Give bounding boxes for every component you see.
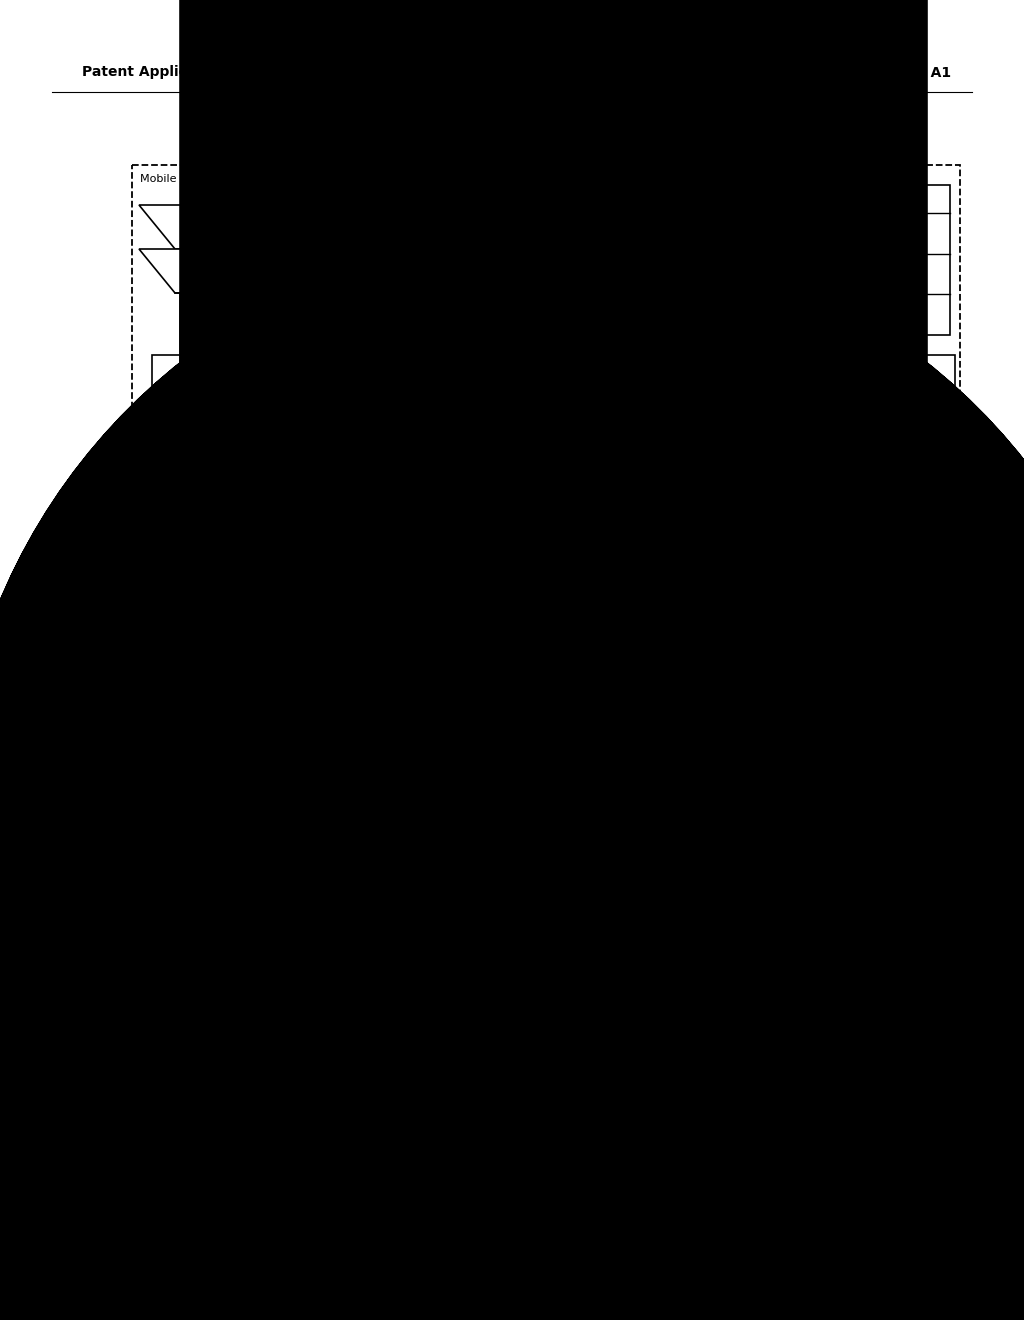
Text: Jun. 11, 2015  Sheet 3 of 8: Jun. 11, 2015 Sheet 3 of 8 [355,65,564,79]
Bar [382,185,950,335]
Text: Phone Number  206b: Phone Number 206b [447,269,566,279]
Text: Determine A Time That The Request To Store The New Entry In The Address Book Was: Determine A Time That The Request To Sto… [313,488,794,510]
Bar [174,585,933,620]
Text: Request  310: Request 310 [225,222,299,232]
Polygon shape [456,539,651,572]
Text: Set The Age Information Of The New Entry In The Address Book To The Time That Th: Set The Age Information Of The New Entry… [314,651,793,672]
Bar [157,701,950,752]
Text: Initiation Message  214: Initiation Message 214 [488,796,618,807]
Text: Patent Application Publication: Patent Application Publication [82,65,319,79]
Polygon shape [384,767,724,814]
Text: Phone Number  312: Phone Number 312 [207,267,317,276]
Text: FIG. 3: FIG. 3 [845,879,895,894]
Polygon shape [139,205,385,249]
Text: Receive A Request To Store A New Entry In The Address Book  302: Receive A Request To Store A New Entry I… [369,436,738,446]
Text: Store The New Entry In The Address Book  305: Store The New Entry In The Address Book … [424,598,683,609]
Text: Age Information  208a: Age Information 208a [728,228,853,239]
Text: Address Book  204: Address Book 204 [614,194,718,205]
Text: Data Communications: Data Communications [492,776,615,785]
Text: Maintain, For Each Entry Stored In The Address Book Of The Mobile Communications: Maintain, For Each Entry Stored In The A… [295,372,812,393]
Text: Time  314: Time 314 [525,550,582,560]
Bar [132,165,961,875]
Text: Phone Number  206c: Phone Number 206c [449,310,565,319]
Bar [174,422,933,459]
Bar [152,355,955,870]
Polygon shape [384,814,724,851]
Text: Device  220: Device 220 [520,880,587,891]
Text: Age Information  208b: Age Information 208b [728,269,853,279]
Text: Phone Number  206a: Phone Number 206a [447,228,566,239]
Text: US 2015/0163356 A1: US 2015/0163356 A1 [788,65,951,79]
Bar [174,473,933,525]
Text: Age Information  216: Age Information 216 [495,828,612,838]
Polygon shape [139,249,385,293]
Bar [419,865,688,907]
Text: Initiate Data Communications With A Device Associated With A Target Entry Stored: Initiate Data Communications With A Devi… [303,717,804,738]
Text: Mobile Communications Device  202: Mobile Communications Device 202 [140,174,344,183]
Text: Age Information  208c: Age Information 208c [729,310,853,319]
Bar [174,635,933,686]
